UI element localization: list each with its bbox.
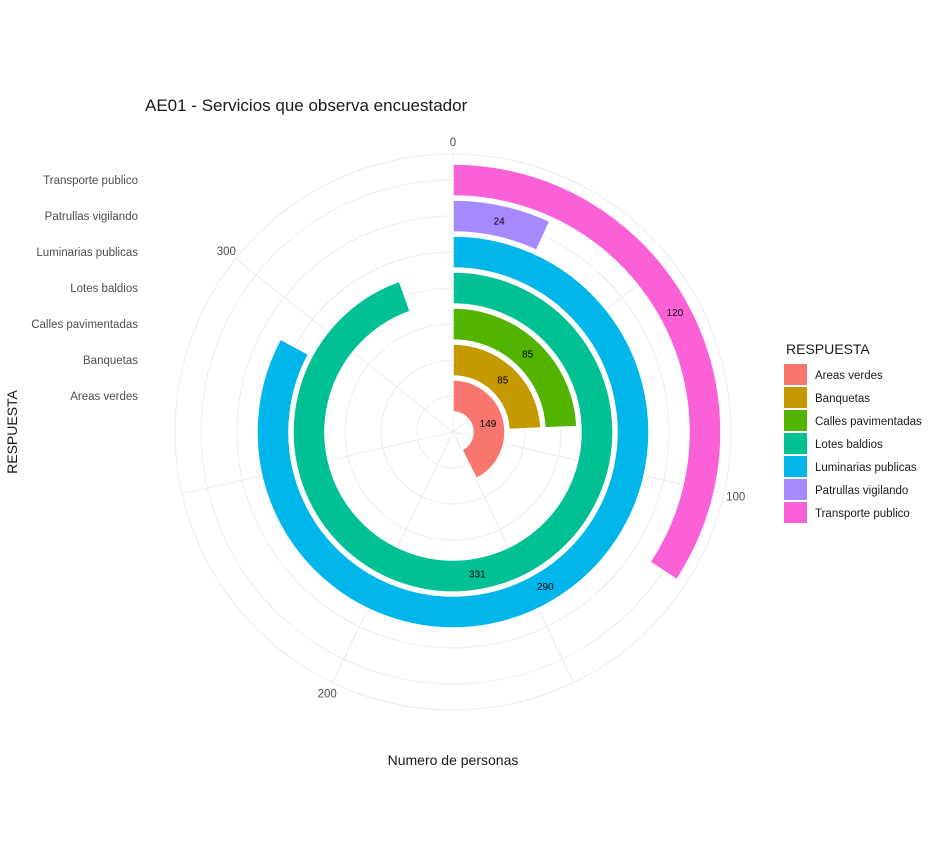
legend: RESPUESTA Areas verdes Banquetas Calles pa… [784, 341, 922, 523]
theta-tick-label: 200 [318, 688, 337, 700]
legend-title: RESPUESTA [786, 341, 870, 357]
data-label: 24 [494, 217, 506, 228]
legend-label: Lotes baldios [815, 439, 883, 451]
legend-swatch [784, 479, 807, 500]
legend-label: Banquetas [815, 393, 870, 405]
category-label: Transporte publico [43, 175, 138, 187]
legend-label: Calles pavimentadas [815, 416, 922, 428]
legend-label: Areas verdes [815, 370, 883, 382]
data-labels: 149 85 85 331 290 24 120 [469, 217, 684, 594]
legend-swatch [784, 364, 807, 385]
legend-swatch [784, 433, 807, 454]
bar-luminarias-publicas [256, 235, 650, 629]
legend-label: Luminarias publicas [815, 462, 917, 474]
bar-calles-pavimentadas [452, 307, 578, 429]
theta-ticks: 0 100 200 300 [217, 137, 746, 700]
theta-tick-label: 0 [450, 137, 456, 149]
category-label: Luminarias publicas [36, 247, 138, 259]
data-label: 331 [469, 569, 486, 580]
theta-tick-label: 100 [726, 492, 745, 504]
legend-swatch [784, 410, 807, 431]
bar-lotes-baldios [292, 271, 614, 593]
legend-swatch [784, 456, 807, 477]
data-label: 85 [522, 349, 534, 360]
bar-transporte-publico [452, 163, 722, 581]
bar-banquetas [452, 343, 542, 431]
x-axis-title: RESPUESTA [4, 389, 20, 473]
bar-patrullas-vigilando [452, 199, 551, 252]
legend-label: Patrullas vigilando [815, 485, 908, 497]
legend-label: Transporte publico [815, 508, 910, 520]
legend-swatch [784, 387, 807, 408]
y-axis-title: Numero de personas [388, 752, 519, 768]
category-label: Lotes baldios [70, 283, 138, 295]
chart-title: AE01 - Servicios que observa encuestador [145, 96, 468, 115]
data-label: 120 [667, 308, 684, 319]
category-label: Areas verdes [70, 391, 138, 403]
category-label: Calles pavimentadas [31, 319, 138, 331]
data-label: 149 [480, 419, 497, 430]
theta-tick-label: 300 [217, 246, 236, 258]
bars [256, 163, 722, 629]
category-axis: Areas verdes Banquetas Calles pavimentadas… [31, 175, 138, 403]
bar-areas-verdes [452, 379, 506, 480]
legend-swatch [784, 502, 807, 523]
data-label: 290 [537, 582, 554, 593]
data-label: 85 [497, 376, 509, 387]
category-label: Banquetas [83, 355, 138, 367]
category-label: Patrullas vigilando [45, 211, 138, 223]
